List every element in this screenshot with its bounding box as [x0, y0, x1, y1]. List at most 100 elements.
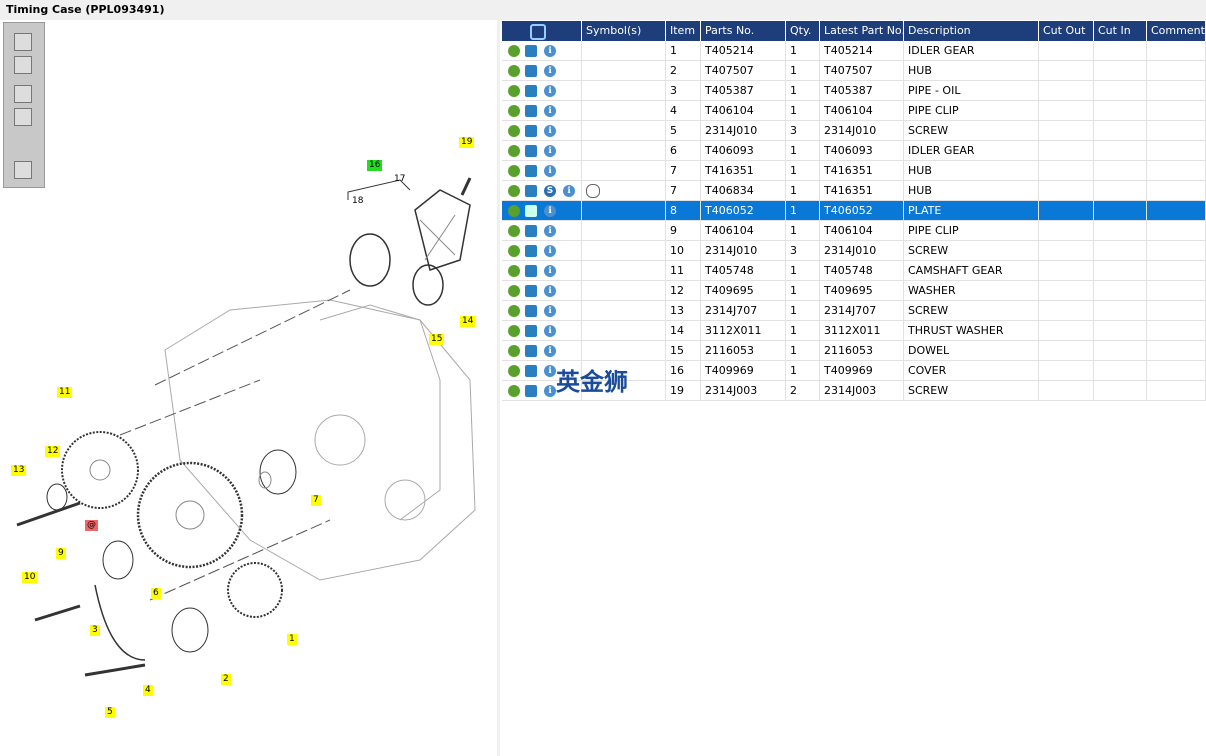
fit-button[interactable]	[14, 85, 32, 103]
options-icon[interactable]	[508, 285, 520, 297]
callout[interactable]: 4	[143, 685, 153, 696]
export-button[interactable]	[14, 161, 32, 179]
info-icon[interactable]: ℹ	[544, 65, 556, 77]
lookup-icon[interactable]	[586, 184, 600, 198]
table-row[interactable]: ℹ 3 T405387 1 T405387 PIPE - OIL	[502, 81, 1206, 101]
info-icon[interactable]: ℹ	[544, 205, 556, 217]
info-icon[interactable]: ℹ	[544, 45, 556, 57]
info-icon[interactable]: ℹ	[544, 265, 556, 277]
table-row[interactable]: ℹ 9 T406104 1 T406104 PIPE CLIP	[502, 221, 1206, 241]
callout[interactable]: 14	[460, 316, 476, 327]
table-row[interactable]: ℹ 5 2314J010 3 2314J010 SCREW	[502, 121, 1206, 141]
options-icon[interactable]	[508, 325, 520, 337]
options-icon[interactable]	[508, 265, 520, 277]
table-row[interactable]: ℹ 7 T416351 1 T416351 HUB	[502, 161, 1206, 181]
callout[interactable]: 11	[57, 387, 73, 398]
table-row[interactable]: ℹ 14 3112X011 1 3112X011 THRUST WASHER	[502, 321, 1206, 341]
options-icon[interactable]	[508, 305, 520, 317]
table-row[interactable]: ℹ 13 2314J707 1 2314J707 SCREW	[502, 301, 1206, 321]
info-icon[interactable]: ℹ	[544, 365, 556, 377]
callout[interactable]: 10	[22, 572, 38, 583]
info-icon[interactable]: ℹ	[544, 305, 556, 317]
cart-icon[interactable]	[525, 305, 537, 317]
cart-icon[interactable]	[525, 265, 537, 277]
cart-icon[interactable]	[525, 185, 537, 197]
cart-icon[interactable]	[525, 65, 537, 77]
column-header[interactable]: Qty.	[786, 21, 820, 41]
column-header[interactable]: Symbol(s)	[582, 21, 666, 41]
info-icon[interactable]: ℹ	[544, 245, 556, 257]
filter-header[interactable]	[502, 21, 582, 41]
options-icon[interactable]	[508, 85, 520, 97]
info-icon[interactable]: ℹ	[544, 105, 556, 117]
info-icon[interactable]: ℹ	[544, 285, 556, 297]
cart-icon[interactable]	[525, 325, 537, 337]
callout[interactable]: 17	[394, 174, 406, 184]
info-icon[interactable]: ℹ	[544, 345, 556, 357]
options-icon[interactable]	[508, 245, 520, 257]
info-icon[interactable]: ℹ	[544, 325, 556, 337]
actual-size-button[interactable]	[14, 108, 32, 126]
callout[interactable]: 6	[151, 588, 161, 599]
zoom-out-button[interactable]	[14, 56, 32, 74]
callout[interactable]: 9	[56, 548, 66, 559]
table-row[interactable]: ℹ 19 2314J003 2 2314J003 SCREW	[502, 381, 1206, 401]
table-row[interactable]: ℹ 8 T406052 1 T406052 PLATE	[502, 201, 1206, 221]
options-icon[interactable]	[508, 105, 520, 117]
column-header[interactable]: Parts No.	[701, 21, 786, 41]
info-icon[interactable]: ℹ	[544, 225, 556, 237]
callout[interactable]: 13	[11, 465, 27, 476]
callout[interactable]: @	[85, 520, 98, 531]
cart-icon[interactable]	[525, 125, 537, 137]
info-icon[interactable]: ℹ	[563, 185, 575, 197]
cart-icon[interactable]	[525, 45, 537, 57]
cart-icon[interactable]	[525, 285, 537, 297]
callout[interactable]: 2	[221, 674, 231, 685]
callout[interactable]: 7	[311, 495, 321, 506]
options-icon[interactable]	[508, 385, 520, 397]
cart-icon[interactable]	[525, 345, 537, 357]
options-icon[interactable]	[508, 225, 520, 237]
info-icon[interactable]: ℹ	[544, 165, 556, 177]
symbol-icon[interactable]: S	[544, 185, 556, 197]
column-header[interactable]: Cut In	[1094, 21, 1147, 41]
column-header[interactable]: Item	[666, 21, 701, 41]
callout[interactable]: 3	[90, 625, 100, 636]
options-icon[interactable]	[508, 345, 520, 357]
table-row[interactable]: ℹ 11 T405748 1 T405748 CAMSHAFT GEAR	[502, 261, 1206, 281]
cart-icon[interactable]	[525, 85, 537, 97]
table-row[interactable]: ℹ 10 2314J010 3 2314J010 SCREW	[502, 241, 1206, 261]
info-icon[interactable]: ℹ	[544, 125, 556, 137]
column-header[interactable]: Latest Part No.	[820, 21, 905, 41]
zoom-in-button[interactable]	[14, 33, 32, 51]
options-icon[interactable]	[508, 205, 520, 217]
options-icon[interactable]	[508, 65, 520, 77]
callout[interactable]: 5	[105, 707, 115, 718]
table-row[interactable]: ℹ 1 T405214 1 T405214 IDLER GEAR	[502, 41, 1206, 61]
options-icon[interactable]	[508, 145, 520, 157]
callout[interactable]: 15	[429, 334, 445, 345]
cart-icon[interactable]	[525, 145, 537, 157]
callout[interactable]: 19	[459, 137, 475, 148]
callout[interactable]: 1	[287, 634, 297, 645]
options-icon[interactable]	[508, 165, 520, 177]
cart-icon[interactable]	[525, 105, 537, 117]
table-row[interactable]: ℹ 16 T409969 1 T409969 COVER	[502, 361, 1206, 381]
cart-icon[interactable]	[525, 385, 537, 397]
cart-icon[interactable]	[525, 165, 537, 177]
cart-icon[interactable]	[525, 225, 537, 237]
info-icon[interactable]: ℹ	[544, 385, 556, 397]
info-icon[interactable]: ℹ	[544, 145, 556, 157]
cart-icon[interactable]	[525, 205, 537, 217]
cart-icon[interactable]	[525, 245, 537, 257]
table-row[interactable]: ℹ 12 T409695 1 T409695 WASHER	[502, 281, 1206, 301]
table-row[interactable]: ℹ 4 T406104 1 T406104 PIPE CLIP	[502, 101, 1206, 121]
callout[interactable]: 18	[352, 196, 364, 206]
callout[interactable]: 16	[367, 160, 383, 171]
table-row[interactable]: ℹ 15 2116053 1 2116053 DOWEL	[502, 341, 1206, 361]
column-header[interactable]: Comment	[1147, 21, 1206, 41]
callout[interactable]: 12	[45, 446, 61, 457]
options-icon[interactable]	[508, 45, 520, 57]
column-header[interactable]: Cut Out	[1039, 21, 1094, 41]
